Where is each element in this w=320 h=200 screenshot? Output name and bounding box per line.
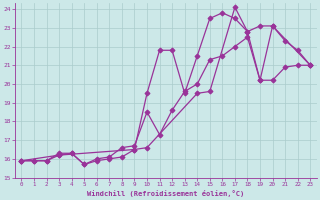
X-axis label: Windchill (Refroidissement éolien,°C): Windchill (Refroidissement éolien,°C)	[87, 190, 244, 197]
